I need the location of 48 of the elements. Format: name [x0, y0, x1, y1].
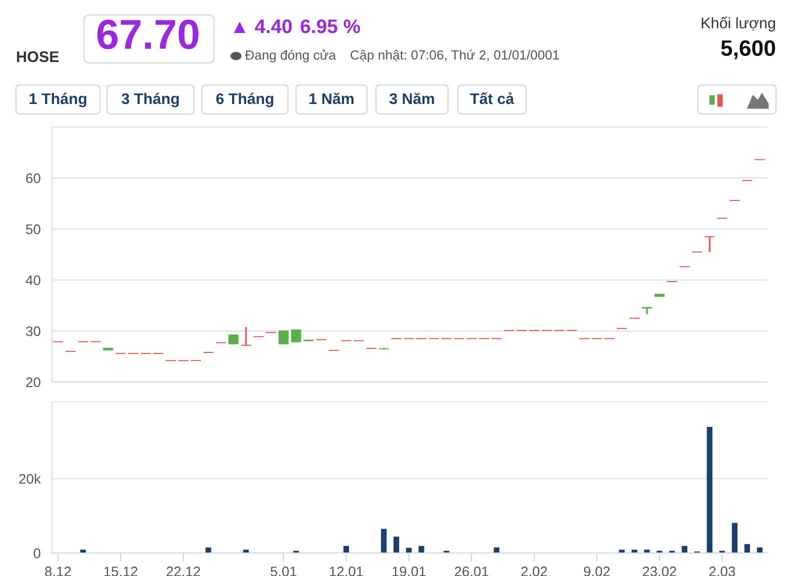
text: 1 Tháng	[30, 92, 86, 108]
bar	[343, 546, 350, 553]
x-tick-label: 22.12	[166, 566, 200, 576]
bar	[380, 528, 387, 553]
bar	[682, 546, 688, 553]
x-tick-label: 2.02	[521, 566, 547, 576]
candlestick	[704, 236, 715, 253]
candlestick	[304, 338, 314, 342]
x-tick-label: 23.02	[642, 566, 676, 576]
bar	[418, 546, 424, 553]
text: ▲ 4.40	[234, 19, 292, 34]
x-tick-label: 9.02	[584, 566, 610, 576]
candlestick	[654, 292, 664, 298]
text: 5,600	[721, 40, 776, 60]
text: HOSE	[17, 51, 59, 62]
y-tick-label: 50	[26, 224, 40, 234]
y-tick-label: 40	[26, 275, 40, 286]
text: Tất cả	[470, 92, 514, 104]
bar	[732, 522, 738, 553]
x-tick-label: 5.01	[270, 566, 296, 576]
y-tick-label: 20k	[19, 474, 41, 484]
text: Đang đóng cửa	[245, 50, 336, 62]
text: Cập nhật: 07:06, Thứ 2, 01/01/0001	[350, 50, 559, 62]
y-tick-label: 20	[26, 377, 40, 388]
y-tick-label: 30	[26, 326, 40, 336]
y-tick-label: 60	[26, 173, 40, 184]
bar	[394, 536, 400, 553]
y-tick-label: 0	[34, 548, 40, 558]
x-tick-label: 12.01	[330, 566, 363, 576]
candlestick	[228, 334, 238, 346]
bar	[243, 550, 249, 553]
text: 3 Tháng	[122, 92, 179, 108]
text: 3 Năm	[389, 92, 434, 104]
x-tick-label: 2.03	[709, 566, 736, 576]
x-tick-label: 19.01	[392, 566, 426, 576]
text: 6.95 %	[300, 19, 360, 34]
text: 67.70	[97, 20, 198, 50]
bar	[644, 550, 650, 553]
x-tick-label: 26.01	[454, 566, 488, 576]
text: 6 Tháng	[216, 92, 274, 108]
text: 1 Năm	[310, 92, 354, 104]
x-tick-label: 8.12	[45, 566, 71, 576]
bar	[744, 544, 750, 553]
candlestick	[278, 330, 289, 346]
x-tick-label: 15.12	[104, 566, 138, 576]
text: Khối lượng	[702, 16, 776, 32]
bar	[706, 426, 712, 553]
candlestick	[291, 328, 302, 344]
